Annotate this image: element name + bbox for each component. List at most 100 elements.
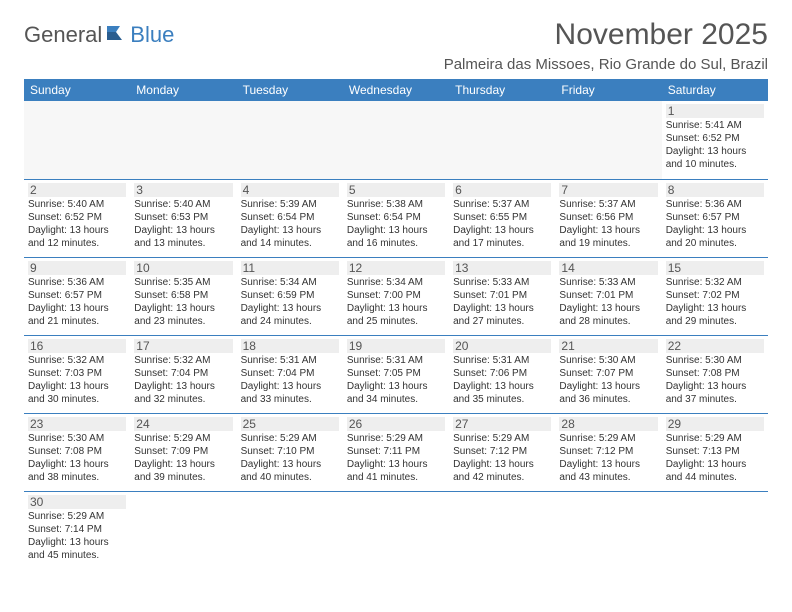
day-number: 21 xyxy=(559,339,657,353)
day-number: 2 xyxy=(28,183,126,197)
day-sunrise: Sunrise: 5:40 AM xyxy=(28,198,126,211)
calendar-cell: 27Sunrise: 5:29 AMSunset: 7:12 PMDayligh… xyxy=(449,413,555,491)
calendar-cell: 6Sunrise: 5:37 AMSunset: 6:55 PMDaylight… xyxy=(449,179,555,257)
day-daylight1: Daylight: 13 hours xyxy=(666,145,764,158)
day-daylight2: and 23 minutes. xyxy=(134,315,232,328)
day-details: Sunrise: 5:30 AMSunset: 7:07 PMDaylight:… xyxy=(559,354,657,406)
calendar-cell: 14Sunrise: 5:33 AMSunset: 7:01 PMDayligh… xyxy=(555,257,661,335)
day-sunset: Sunset: 7:05 PM xyxy=(347,367,445,380)
day-details: Sunrise: 5:37 AMSunset: 6:55 PMDaylight:… xyxy=(453,198,551,250)
day-number: 15 xyxy=(666,261,764,275)
calendar-cell xyxy=(24,101,130,179)
calendar-cell: 26Sunrise: 5:29 AMSunset: 7:11 PMDayligh… xyxy=(343,413,449,491)
day-daylight2: and 20 minutes. xyxy=(666,237,764,250)
day-daylight2: and 16 minutes. xyxy=(347,237,445,250)
day-number: 20 xyxy=(453,339,551,353)
day-sunrise: Sunrise: 5:40 AM xyxy=(134,198,232,211)
calendar-cell: 28Sunrise: 5:29 AMSunset: 7:12 PMDayligh… xyxy=(555,413,661,491)
calendar-cell: 25Sunrise: 5:29 AMSunset: 7:10 PMDayligh… xyxy=(237,413,343,491)
calendar-cell xyxy=(449,491,555,569)
day-daylight1: Daylight: 13 hours xyxy=(559,380,657,393)
day-daylight2: and 17 minutes. xyxy=(453,237,551,250)
calendar-cell xyxy=(237,101,343,179)
calendar-cell: 1Sunrise: 5:41 AMSunset: 6:52 PMDaylight… xyxy=(662,101,768,179)
day-sunrise: Sunrise: 5:38 AM xyxy=(347,198,445,211)
day-sunset: Sunset: 7:03 PM xyxy=(28,367,126,380)
day-number: 6 xyxy=(453,183,551,197)
day-sunrise: Sunrise: 5:41 AM xyxy=(666,119,764,132)
day-daylight1: Daylight: 13 hours xyxy=(28,302,126,315)
day-daylight1: Daylight: 13 hours xyxy=(347,224,445,237)
day-sunset: Sunset: 7:10 PM xyxy=(241,445,339,458)
calendar-cell: 19Sunrise: 5:31 AMSunset: 7:05 PMDayligh… xyxy=(343,335,449,413)
day-sunset: Sunset: 6:52 PM xyxy=(666,132,764,145)
day-sunset: Sunset: 7:02 PM xyxy=(666,289,764,302)
day-details: Sunrise: 5:38 AMSunset: 6:54 PMDaylight:… xyxy=(347,198,445,250)
day-number: 30 xyxy=(28,495,126,509)
day-daylight1: Daylight: 13 hours xyxy=(28,380,126,393)
day-daylight2: and 40 minutes. xyxy=(241,471,339,484)
day-header: Wednesday xyxy=(343,79,449,101)
header: General Blue November 2025 xyxy=(24,18,768,52)
day-daylight1: Daylight: 13 hours xyxy=(347,302,445,315)
calendar-cell: 4Sunrise: 5:39 AMSunset: 6:54 PMDaylight… xyxy=(237,179,343,257)
calendar-cell: 20Sunrise: 5:31 AMSunset: 7:06 PMDayligh… xyxy=(449,335,555,413)
day-daylight1: Daylight: 13 hours xyxy=(453,302,551,315)
calendar-cell: 7Sunrise: 5:37 AMSunset: 6:56 PMDaylight… xyxy=(555,179,661,257)
day-sunset: Sunset: 6:58 PM xyxy=(134,289,232,302)
month-title: November 2025 xyxy=(555,18,768,52)
calendar-cell: 29Sunrise: 5:29 AMSunset: 7:13 PMDayligh… xyxy=(662,413,768,491)
day-details: Sunrise: 5:34 AMSunset: 6:59 PMDaylight:… xyxy=(241,276,339,328)
day-sunrise: Sunrise: 5:36 AM xyxy=(666,198,764,211)
calendar-cell: 2Sunrise: 5:40 AMSunset: 6:52 PMDaylight… xyxy=(24,179,130,257)
day-sunset: Sunset: 7:01 PM xyxy=(453,289,551,302)
day-daylight1: Daylight: 13 hours xyxy=(453,224,551,237)
day-sunset: Sunset: 7:01 PM xyxy=(559,289,657,302)
day-details: Sunrise: 5:40 AMSunset: 6:52 PMDaylight:… xyxy=(28,198,126,250)
day-sunset: Sunset: 7:14 PM xyxy=(28,523,126,536)
day-sunset: Sunset: 6:56 PM xyxy=(559,211,657,224)
day-sunrise: Sunrise: 5:30 AM xyxy=(666,354,764,367)
day-sunrise: Sunrise: 5:32 AM xyxy=(28,354,126,367)
day-sunrise: Sunrise: 5:31 AM xyxy=(241,354,339,367)
day-header: Tuesday xyxy=(237,79,343,101)
calendar-cell xyxy=(130,101,236,179)
day-details: Sunrise: 5:35 AMSunset: 6:58 PMDaylight:… xyxy=(134,276,232,328)
day-sunrise: Sunrise: 5:29 AM xyxy=(134,432,232,445)
day-sunset: Sunset: 6:54 PM xyxy=(241,211,339,224)
day-daylight1: Daylight: 13 hours xyxy=(134,224,232,237)
day-daylight2: and 38 minutes. xyxy=(28,471,126,484)
day-number: 19 xyxy=(347,339,445,353)
calendar-cell: 30Sunrise: 5:29 AMSunset: 7:14 PMDayligh… xyxy=(24,491,130,569)
day-sunset: Sunset: 6:54 PM xyxy=(347,211,445,224)
day-sunrise: Sunrise: 5:37 AM xyxy=(453,198,551,211)
calendar-cell: 3Sunrise: 5:40 AMSunset: 6:53 PMDaylight… xyxy=(130,179,236,257)
day-details: Sunrise: 5:29 AMSunset: 7:09 PMDaylight:… xyxy=(134,432,232,484)
day-number: 17 xyxy=(134,339,232,353)
day-daylight1: Daylight: 13 hours xyxy=(347,458,445,471)
day-sunrise: Sunrise: 5:37 AM xyxy=(559,198,657,211)
day-daylight1: Daylight: 13 hours xyxy=(134,302,232,315)
day-daylight2: and 25 minutes. xyxy=(347,315,445,328)
day-number: 16 xyxy=(28,339,126,353)
day-details: Sunrise: 5:30 AMSunset: 7:08 PMDaylight:… xyxy=(666,354,764,406)
day-details: Sunrise: 5:36 AMSunset: 6:57 PMDaylight:… xyxy=(28,276,126,328)
day-daylight2: and 34 minutes. xyxy=(347,393,445,406)
day-sunset: Sunset: 6:52 PM xyxy=(28,211,126,224)
day-sunset: Sunset: 7:12 PM xyxy=(453,445,551,458)
day-daylight1: Daylight: 13 hours xyxy=(241,380,339,393)
day-details: Sunrise: 5:29 AMSunset: 7:14 PMDaylight:… xyxy=(28,510,126,562)
day-daylight2: and 27 minutes. xyxy=(453,315,551,328)
calendar-cell xyxy=(555,101,661,179)
calendar-cell: 15Sunrise: 5:32 AMSunset: 7:02 PMDayligh… xyxy=(662,257,768,335)
day-sunset: Sunset: 6:59 PM xyxy=(241,289,339,302)
day-sunset: Sunset: 7:11 PM xyxy=(347,445,445,458)
day-sunset: Sunset: 7:04 PM xyxy=(241,367,339,380)
day-number: 28 xyxy=(559,417,657,431)
day-number: 18 xyxy=(241,339,339,353)
day-number: 8 xyxy=(666,183,764,197)
day-daylight2: and 32 minutes. xyxy=(134,393,232,406)
day-daylight1: Daylight: 13 hours xyxy=(241,224,339,237)
day-sunrise: Sunrise: 5:31 AM xyxy=(347,354,445,367)
day-sunrise: Sunrise: 5:32 AM xyxy=(134,354,232,367)
